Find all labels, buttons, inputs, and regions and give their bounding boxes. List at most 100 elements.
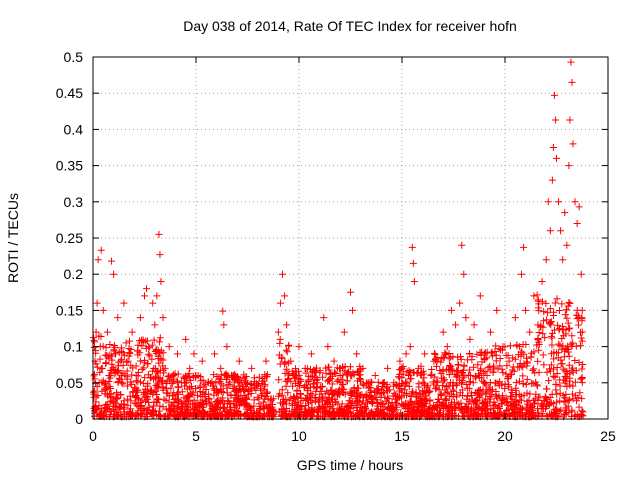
- data-point: [114, 314, 122, 322]
- data-point: [291, 372, 299, 380]
- data-point-dense: [132, 384, 140, 392]
- data-point-dense: [364, 399, 372, 407]
- data-point-dense: [556, 376, 564, 384]
- data-point-dense: [102, 359, 110, 367]
- data-point-dense: [498, 365, 506, 373]
- data-point-dense: [374, 385, 382, 393]
- data-point: [211, 350, 219, 358]
- data-point-dense: [546, 320, 554, 328]
- data-point-dense: [354, 411, 362, 419]
- data-point-dense: [511, 397, 519, 405]
- data-point-dense: [159, 383, 167, 391]
- data-point-dense: [230, 375, 238, 383]
- data-point-dense: [447, 362, 455, 370]
- data-point-dense: [178, 388, 186, 396]
- data-point-dense: [210, 371, 218, 379]
- data-point: [534, 321, 542, 329]
- data-point-dense: [208, 405, 216, 413]
- data-point-dense: [539, 317, 547, 325]
- data-point-dense: [155, 338, 163, 346]
- data-point-dense: [236, 382, 244, 390]
- data-point-dense: [123, 358, 131, 366]
- data-point-dense: [371, 388, 379, 396]
- data-point-dense: [569, 390, 577, 398]
- data-point-dense: [212, 403, 220, 411]
- data-point-dense: [183, 403, 191, 411]
- data-point-dense: [191, 385, 199, 393]
- data-point-dense: [578, 365, 586, 373]
- data-point-dense: [579, 412, 587, 420]
- data-point-dense: [412, 389, 420, 397]
- data-point-dense: [285, 341, 293, 349]
- data-point: [402, 350, 410, 358]
- data-point-dense: [578, 315, 586, 323]
- data-point: [544, 198, 552, 206]
- data-point-dense: [379, 380, 387, 388]
- data-point-dense: [477, 365, 485, 373]
- data-point-dense: [294, 398, 302, 406]
- data-point-dense: [430, 404, 438, 412]
- data-point-dense: [321, 390, 329, 398]
- data-point-dense: [141, 385, 149, 393]
- data-point-dense: [548, 341, 556, 349]
- data-point: [433, 357, 441, 365]
- data-point-dense: [525, 396, 533, 404]
- data-point-dense: [342, 370, 350, 378]
- data-point-dense: [136, 337, 144, 345]
- data-point-dense: [469, 379, 477, 387]
- data-point-dense: [190, 396, 198, 404]
- data-point-dense: [197, 393, 205, 401]
- data-point: [522, 306, 530, 314]
- data-point-dense: [490, 409, 498, 417]
- data-point-dense: [561, 311, 569, 319]
- data-point-dense: [152, 387, 160, 395]
- data-point: [128, 328, 136, 336]
- data-point-dense: [141, 374, 149, 382]
- data-point-dense: [479, 377, 487, 385]
- data-point-dense: [571, 411, 579, 419]
- data-point-dense: [293, 406, 301, 414]
- data-point-dense: [352, 412, 360, 420]
- data-point-dense: [535, 300, 543, 308]
- data-point-dense: [539, 323, 547, 331]
- data-point-dense: [126, 407, 134, 415]
- data-point: [151, 321, 159, 329]
- data-point-dense: [242, 399, 250, 407]
- data-point-dense: [319, 373, 327, 381]
- data-point: [526, 328, 534, 336]
- data-point-dense: [90, 372, 98, 380]
- data-point: [241, 379, 249, 387]
- data-point-dense: [562, 390, 570, 398]
- data-point-dense: [566, 299, 574, 307]
- data-point-dense: [499, 392, 507, 400]
- data-point-dense: [209, 406, 217, 414]
- data-point-dense: [475, 370, 483, 378]
- data-point-dense: [540, 361, 548, 369]
- data-point-dense: [473, 350, 481, 358]
- data-point-dense: [226, 380, 234, 388]
- data-point-dense: [344, 406, 352, 414]
- data-point: [178, 379, 186, 387]
- data-point-dense: [124, 395, 132, 403]
- data-point-dense: [200, 382, 208, 390]
- data-point-dense: [90, 370, 98, 378]
- data-point-dense: [144, 389, 152, 397]
- data-point: [194, 372, 202, 380]
- data-point-dense: [302, 369, 310, 377]
- data-point-dense: [143, 337, 151, 345]
- data-point-dense: [500, 411, 508, 419]
- data-point: [567, 58, 575, 66]
- data-point-dense: [374, 378, 382, 386]
- data-point-dense: [346, 389, 354, 397]
- data-point-dense: [210, 391, 218, 399]
- data-point-dense: [330, 407, 338, 415]
- data-point-dense: [444, 388, 452, 396]
- data-point-dense: [550, 348, 558, 356]
- data-point-dense: [111, 344, 119, 352]
- data-point-dense: [395, 373, 403, 381]
- data-point-dense: [579, 361, 587, 369]
- data-point-dense: [553, 398, 561, 406]
- data-point-dense: [236, 395, 244, 403]
- data-point-dense: [216, 378, 224, 386]
- data-point-dense: [283, 412, 291, 420]
